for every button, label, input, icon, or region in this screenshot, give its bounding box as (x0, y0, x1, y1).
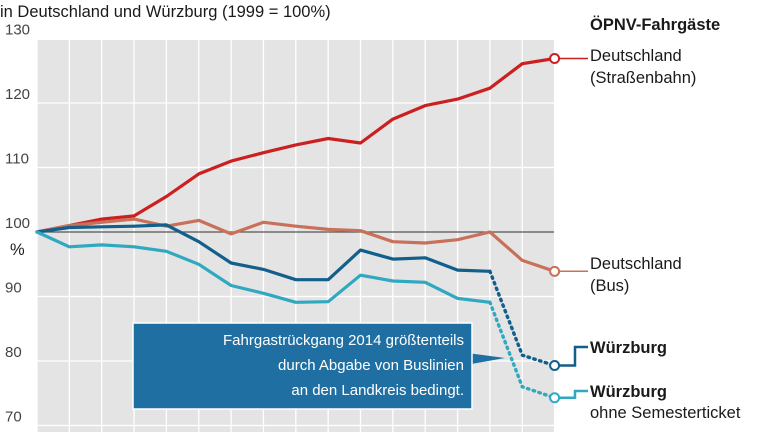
y-tick-label-120: 120 (5, 86, 30, 103)
annotation-line-2: durch Abgabe von Buslinien (278, 357, 464, 374)
y-tick-label-130: 130 (5, 22, 30, 39)
y-axis-label: % (10, 241, 25, 259)
y-axis-ticks: 70 80 90 100 110 120 130 (5, 22, 30, 426)
annotation-callout: Fahrgastrückgang 2014 größtenteils durch… (133, 323, 505, 409)
series-label-deutschland-straßenbahn--0: Deutschland (590, 47, 682, 65)
series-endpoint-würzburg (550, 361, 559, 370)
y-tick-label-90: 90 (5, 280, 22, 297)
series-endpoint-würzburg-ohne-semesterticket (550, 393, 559, 402)
series-endpoint-deutschland-bus- (550, 267, 559, 276)
chart-title: in Deutschland und Würzburg (1999 = 100%… (0, 3, 331, 21)
series-endpoint-deutschland-straßenbahn- (550, 54, 559, 63)
annotation-line-3: an den Landkreis bedingt. (291, 382, 464, 399)
series-label-würzburg-ohne-semesterticket-1: ohne Semesterticket (590, 404, 741, 422)
legend-title: ÖPNV-Fahrgäste (590, 15, 720, 34)
series-label-deutschland-bus--0: Deutschland (590, 255, 682, 273)
annotation-line-1: Fahrgastrückgang 2014 größtenteils (223, 332, 464, 349)
series-labels: Deutschland (Straßenbahn) Deutschland (Bus)… (590, 47, 741, 422)
series-connector-würzburg (555, 347, 588, 366)
y-tick-label-80: 80 (5, 344, 22, 361)
y-tick-label-100: 100 (5, 215, 30, 232)
y-tick-label-70: 70 (5, 409, 22, 426)
series-label-würzburg-ohne-semesterticket-0: Würzburg (590, 383, 667, 401)
series-label-würzburg-0: Würzburg (590, 339, 667, 357)
y-tick-label-110: 110 (5, 151, 29, 168)
series-label-deutschland-bus--1: (Bus) (590, 277, 629, 295)
series-label-deutschland-straßenbahn--1: (Straßenbahn) (590, 69, 696, 87)
